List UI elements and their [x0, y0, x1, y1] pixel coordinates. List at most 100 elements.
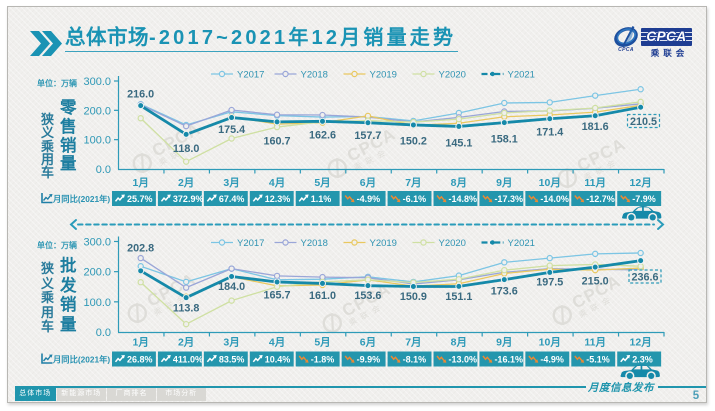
legend-item-y2019: Y2019	[343, 70, 397, 81]
x-axis-month-label: 5月	[314, 177, 330, 189]
car-wheel	[628, 214, 635, 221]
series-marker-y2018	[182, 284, 190, 291]
yoy-cell-bg	[433, 351, 478, 367]
tab-nev-market[interactable]: 新能源市场	[56, 388, 106, 401]
boxed-data-label-frame	[628, 269, 662, 284]
legend-label: Y2017	[237, 238, 264, 249]
series-marker-y2020	[501, 109, 508, 117]
series-marker-y2020	[455, 115, 463, 123]
yoy-down-arrow-icon	[298, 355, 309, 363]
data-label: 197.5	[536, 276, 563, 288]
vertical-label-char: 用	[41, 304, 55, 320]
footer-line-right	[658, 385, 706, 388]
legend-item-y2020: Y2020	[412, 238, 466, 249]
yoy-value: 411.0%	[173, 355, 203, 365]
yoy-cell-bg	[341, 351, 386, 367]
legend-swatch-marker	[490, 71, 495, 77]
vertical-label-char: 销	[60, 136, 77, 155]
legend-label: Y2021	[508, 238, 535, 249]
data-label: 171.4	[536, 127, 563, 139]
chart2-kind-label: 批发销量	[60, 258, 77, 333]
series-marker-y2021	[500, 276, 508, 284]
yoy-label-chart-icon	[41, 193, 53, 204]
x-axis-month-label: 4月	[269, 177, 285, 189]
timeline-arrow	[69, 219, 665, 230]
vertical-label-char: 发	[60, 276, 77, 295]
tab-market-analysis[interactable]: 市场分析	[157, 388, 206, 401]
legend-swatch-marker	[420, 239, 427, 246]
yoy-cell: -16.1%	[479, 351, 524, 367]
data-label: 160.7	[264, 135, 291, 147]
vertical-label-char: 狭	[41, 112, 55, 127]
yoy-up-arrow-icon	[160, 355, 171, 363]
legend-label: Y2019	[370, 70, 397, 81]
yoy-cell: 2.3%	[617, 351, 662, 367]
yoy-up-arrow-icon	[206, 355, 217, 363]
legend-item-y2018: Y2018	[274, 70, 328, 81]
yoy-cell: -13.0%	[433, 351, 478, 367]
data-label: 150.9	[400, 291, 427, 303]
tab-overall-market[interactable]: 总体市场	[15, 388, 56, 401]
data-label: 161.0	[309, 290, 336, 302]
yoy-down-arrow-icon	[390, 195, 401, 203]
y-axis-tick-label: 300.0	[83, 237, 111, 249]
yoy-up-arrow-icon	[206, 194, 217, 202]
yoy-cell: -4.9%	[525, 351, 570, 367]
vertical-label-char: 乘	[41, 290, 55, 305]
vertical-label-char: 批	[60, 257, 77, 275]
y-axis-tick-label: 0.0	[96, 164, 111, 176]
vertical-label-char: 量	[60, 315, 77, 334]
y-axis-tick-label: 0.0	[96, 327, 111, 339]
cpca-watermark-circle-icon	[327, 158, 347, 179]
series-marker-y2018	[319, 111, 326, 119]
y-axis-tick-label: 100.0	[83, 297, 111, 309]
yoy-cell: 26.8%	[112, 351, 156, 367]
tab-oem-ranking[interactable]: 厂商排名	[107, 388, 156, 401]
series-marker-y2021	[228, 272, 236, 280]
legend-swatch-marker	[282, 70, 289, 78]
x-axis-month-label: 1月	[133, 337, 149, 349]
x-axis-month-label: 1月	[133, 177, 149, 189]
logo-stripe	[641, 32, 692, 33]
logo-stripe	[641, 40, 692, 41]
yoy-cell: 12.3%	[249, 191, 294, 206]
car-rear-window	[635, 207, 643, 211]
yoy-value: -8.1%	[403, 355, 427, 365]
yoy-value: 372.9%	[173, 194, 204, 204]
series-marker-y2020	[455, 276, 463, 283]
series-line-y2021	[139, 104, 643, 136]
series-marker-y2017	[546, 254, 553, 262]
yoy-cell: 25.7%	[112, 191, 156, 206]
boxed-data-label-frame	[626, 113, 661, 129]
data-label: 150.2	[400, 135, 427, 147]
chart1-category-label: 狭义乘用车	[41, 113, 54, 179]
series-line-y2017	[140, 252, 642, 283]
series-marker-y2021	[137, 102, 145, 110]
legend-label: Y2020	[439, 238, 466, 249]
data-label: 118.0	[173, 143, 199, 155]
series-marker-y2020	[546, 107, 553, 114]
slide-card: CPCA 乘联会 CPCA 乘联会 CPCA 乘联会 CPCA 乘联会 CPCA 乘联会 …	[7, 6, 707, 403]
page-title: 总体市场-2017~2021年12月销量走势	[65, 26, 459, 52]
yoy-cell: -7.9%	[617, 191, 662, 206]
yoy-cell: -1.8%	[295, 351, 340, 367]
series-marker-y2021	[500, 119, 508, 127]
yoy-down-arrow-icon	[482, 355, 493, 363]
data-label: 158.1	[491, 134, 518, 146]
y-axis-tick-label: 100.0	[83, 135, 111, 147]
series-marker-y2018	[273, 272, 281, 280]
vertical-label-char: 义	[41, 125, 55, 141]
yoy-value: 25.7%	[127, 194, 153, 204]
chart1-kind-label: 零售销量	[60, 100, 77, 173]
legend-label: Y2021	[508, 70, 535, 81]
series-marker-y2020	[592, 104, 599, 112]
x-axis-month-label: 11月	[584, 337, 606, 349]
data-label: 162.6	[309, 129, 336, 141]
yoy-value: -14.0%	[540, 194, 569, 204]
yoy-row-label: 月同比(2021年)	[52, 354, 110, 364]
yoy-cell: 1.1%	[295, 191, 340, 206]
series-marker-y2017	[637, 86, 644, 93]
yoy-cell: 67.4%	[203, 191, 248, 206]
yoy-cell-bg	[387, 351, 432, 367]
legend-label: Y2018	[301, 70, 328, 81]
